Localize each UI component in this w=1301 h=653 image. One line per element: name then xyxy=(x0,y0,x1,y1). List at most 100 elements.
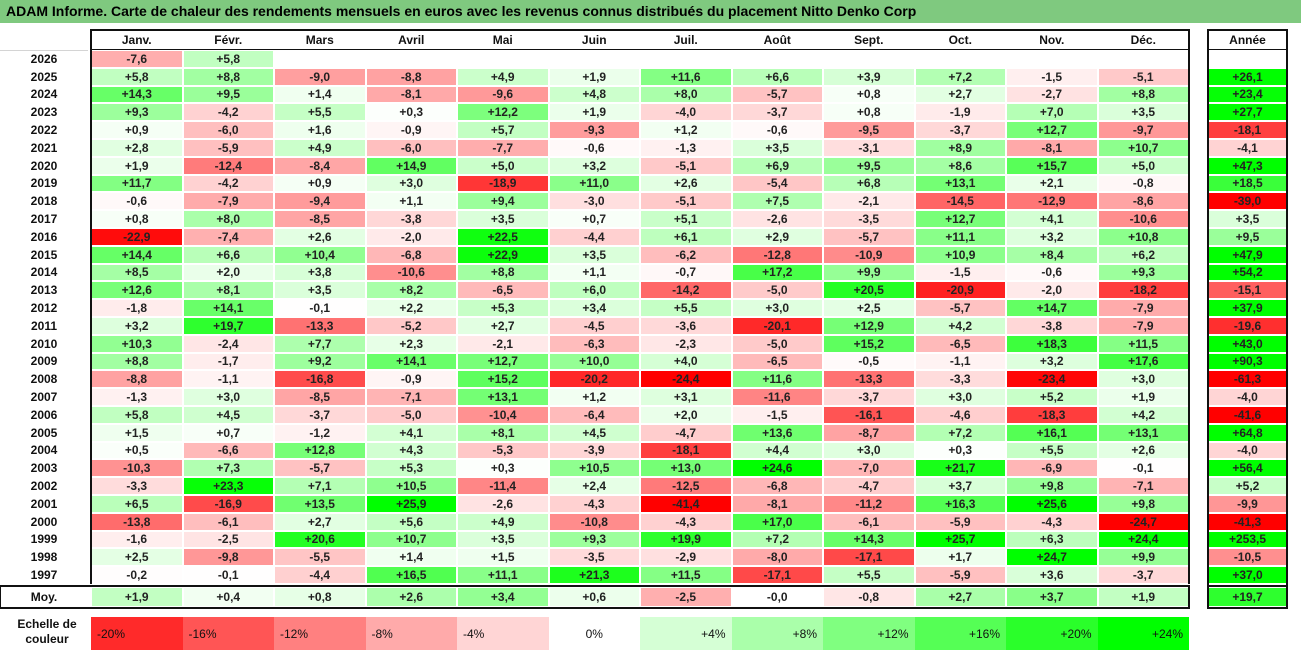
heatmap-cell: +25,6 xyxy=(1007,496,1097,512)
heatmap-cell: +14,3 xyxy=(92,86,182,103)
heatmap-cell: -2,4 xyxy=(183,335,273,352)
heatmap-cell: +5,0 xyxy=(1098,157,1188,174)
heatmap-cell: +16,5 xyxy=(366,567,456,583)
heatmap-cell: -22,9 xyxy=(92,229,182,245)
heatmap-cell: -23,4 xyxy=(1007,371,1097,388)
heatmap-cell: +20,5 xyxy=(824,282,914,299)
heatmap-cell: -4,3 xyxy=(641,513,731,530)
heatmap-cell: +5,1 xyxy=(641,211,731,227)
heatmap-cell: -4,2 xyxy=(183,104,273,121)
heatmap-cell: +1,7 xyxy=(915,549,1005,566)
color-scale-step: +4% xyxy=(640,617,732,650)
average-cell: -0,8 xyxy=(824,588,914,606)
heatmap-cell: +2,1 xyxy=(1007,175,1097,192)
year-label: 2007 xyxy=(30,390,58,405)
heatmap-cell: +11,0 xyxy=(549,175,639,192)
year-label: 2001 xyxy=(30,496,58,511)
heatmap-cell: +3,2 xyxy=(92,318,182,334)
year-label: 2012 xyxy=(30,301,58,316)
heatmap-cell: +4,1 xyxy=(366,424,456,441)
heatmap-cell: +12,6 xyxy=(92,282,182,299)
heatmap-cell: +16,3 xyxy=(915,496,1005,512)
year-label: 2025 xyxy=(30,69,58,84)
annual-cell: +27,7 xyxy=(1209,104,1286,121)
heatmap-cell: -10,6 xyxy=(366,264,456,281)
heatmap-cell: -2,3 xyxy=(641,335,731,352)
heatmap-cell: +15,2 xyxy=(824,335,914,352)
heatmap-cell: +13,1 xyxy=(1098,424,1188,441)
heatmap-cell: +12,2 xyxy=(458,104,548,121)
heatmap-cell: -0,9 xyxy=(366,371,456,388)
annual-cell: +9,5 xyxy=(1209,229,1286,245)
heatmap-cell: -10,3 xyxy=(92,460,182,477)
heatmap-cell: -0,5 xyxy=(824,353,914,370)
year-label: 2004 xyxy=(30,443,58,458)
heatmap-cell: +10,5 xyxy=(549,460,639,477)
heatmap-cell: +9,3 xyxy=(549,531,639,548)
avg-row-label: Moy. xyxy=(30,590,58,604)
annual-cell: -19,6 xyxy=(1209,318,1286,334)
heatmap-cell: +6,2 xyxy=(1098,246,1188,263)
column-header: Mai xyxy=(492,33,513,47)
heatmap-cell xyxy=(641,51,731,67)
heatmap-cell: -3,7 xyxy=(915,122,1005,138)
heatmap-cell xyxy=(275,51,365,67)
year-label: 2011 xyxy=(30,318,58,333)
heatmap-cell: +7,7 xyxy=(275,335,365,352)
average-cell: -0,0 xyxy=(732,588,822,606)
average-cell: +2,7 xyxy=(915,588,1005,606)
annual-cell: +47,3 xyxy=(1209,157,1286,174)
heatmap-cell: -9,3 xyxy=(549,122,639,138)
heatmap-cell: +5,0 xyxy=(458,157,548,174)
heatmap-cell: -1,5 xyxy=(915,264,1005,281)
color-scale-step: -4% xyxy=(457,617,549,650)
heatmap-cell: +11,7 xyxy=(92,175,182,192)
heatmap-cell: -8,1 xyxy=(732,496,822,512)
heatmap-cell: -8,7 xyxy=(824,424,914,441)
heatmap-cell: +8,1 xyxy=(183,282,273,299)
heatmap-cell: -2,9 xyxy=(641,549,731,566)
heatmap-cell: +4,3 xyxy=(366,442,456,459)
heatmap-cell: +9,8 xyxy=(1007,478,1097,494)
heatmap-cell xyxy=(915,51,1005,67)
heatmap-cell: +8,8 xyxy=(1098,86,1188,103)
annual-cell: +26,1 xyxy=(1209,68,1286,85)
heatmap-cell: -1,7 xyxy=(183,353,273,370)
heatmap-cell: -4,7 xyxy=(824,478,914,494)
heatmap-cell: +0,9 xyxy=(92,122,182,138)
heatmap-cell: -6,3 xyxy=(549,335,639,352)
year-label: 2021 xyxy=(30,140,58,155)
heatmap-cell xyxy=(824,51,914,67)
heatmap-cell xyxy=(732,51,822,67)
heatmap-cell: -2,0 xyxy=(1007,282,1097,299)
heatmap-cell: -9,6 xyxy=(458,86,548,103)
heatmap-cell: -14,5 xyxy=(915,193,1005,210)
heatmap-cell: -7,7 xyxy=(458,140,548,156)
heatmap-cell: +2,6 xyxy=(641,175,731,192)
avg-border-right xyxy=(1188,585,1190,609)
average-cell: +1,9 xyxy=(92,588,182,606)
heatmap-cell: -13,3 xyxy=(275,318,365,334)
heatmap-cell: -7,1 xyxy=(366,389,456,405)
heatmap-cell: -1,1 xyxy=(183,371,273,388)
heatmap-cell: -5,1 xyxy=(641,193,731,210)
heatmap-cell: -3,7 xyxy=(732,104,822,121)
heatmap-cell: -5,3 xyxy=(458,442,548,459)
heatmap-cell: -2,6 xyxy=(458,496,548,512)
heatmap-cell: +9,5 xyxy=(183,86,273,103)
year-label: 2022 xyxy=(30,123,58,138)
heatmap-cell: +5,5 xyxy=(1007,442,1097,459)
heatmap-cell: -1,9 xyxy=(915,104,1005,121)
annual-border-left xyxy=(1207,29,1209,609)
heatmap-cell: +8,6 xyxy=(915,157,1005,174)
heatmap-cell: -8,8 xyxy=(366,68,456,85)
heatmap-cell: -5,7 xyxy=(915,300,1005,316)
heatmap-cell: -11,4 xyxy=(458,478,548,494)
heatmap-cell: +1,9 xyxy=(549,68,639,85)
heatmap-cell: -3,8 xyxy=(366,211,456,227)
heatmap-cell: +2,5 xyxy=(92,549,182,566)
heatmap-cell: +3,6 xyxy=(1007,567,1097,583)
average-cell: +0,4 xyxy=(183,588,273,606)
heatmap-cell: +4,2 xyxy=(915,318,1005,334)
color-scale-step: +24% xyxy=(1097,617,1189,650)
